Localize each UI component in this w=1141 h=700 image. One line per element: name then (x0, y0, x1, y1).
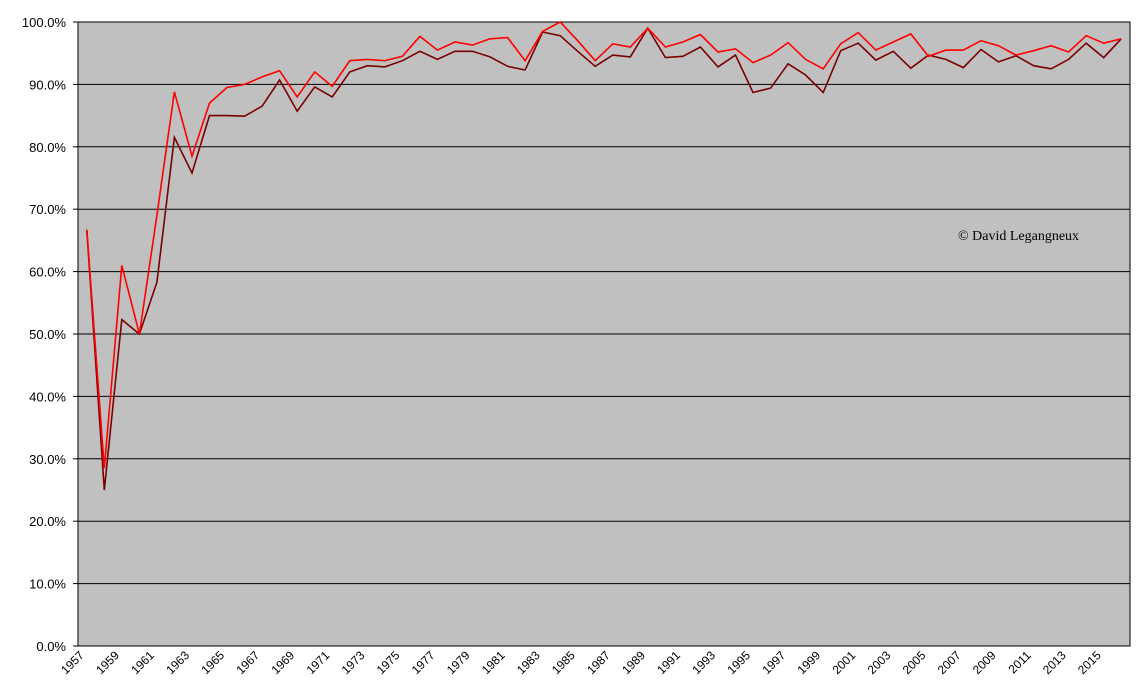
x-tick-label: 2003 (865, 648, 894, 677)
x-tick-label: 1971 (304, 648, 333, 677)
x-tick-label: 1991 (654, 648, 683, 677)
y-tick-label: 20.0% (29, 514, 66, 529)
y-tick-label: 50.0% (29, 327, 66, 342)
data-line (86, 21, 1122, 469)
y-tick-label: 0.0% (36, 639, 66, 654)
x-tick-label: 2009 (970, 648, 999, 677)
y-tick-label: 60.0% (29, 265, 66, 280)
x-tick-label: 1977 (409, 648, 438, 677)
x-tick-label: 1995 (724, 648, 753, 677)
y-tick-label: 10.0% (29, 577, 66, 592)
y-tick-label: 30.0% (29, 452, 66, 467)
y-tick-label: 40.0% (29, 389, 66, 404)
x-tick-label: 1965 (198, 648, 227, 677)
x-tick-label: 1989 (619, 648, 648, 677)
x-tick-label: 1967 (233, 648, 262, 677)
y-tick-label: 90.0% (29, 77, 66, 92)
x-tick-label: 1963 (163, 648, 192, 677)
annotation: © David Legangneux (958, 229, 1079, 244)
y-tick-label: 80.0% (29, 140, 66, 155)
x-tick-label: 1981 (479, 648, 508, 677)
y-tick-label: 70.0% (29, 202, 66, 217)
x-tick-label: 2013 (1040, 648, 1069, 677)
data-line (86, 26, 1122, 491)
x-tick-label: 2015 (1075, 648, 1104, 677)
x-tick-label: 1961 (128, 648, 157, 677)
x-tick-label: 2007 (935, 648, 964, 677)
x-tick-label: 1999 (795, 648, 824, 677)
x-tick-label: 1997 (759, 648, 788, 677)
x-tick-label: 2001 (830, 648, 859, 677)
x-tick-label: 1985 (549, 648, 578, 677)
x-tick-label: 2005 (900, 648, 929, 677)
x-tick-label: 1993 (689, 648, 718, 677)
y-tick-label: 100.0% (22, 15, 67, 30)
x-tick-label: 1987 (584, 648, 613, 677)
x-tick-label: 1969 (269, 648, 298, 677)
x-tick-label: 1983 (514, 648, 543, 677)
x-tick-label: 1979 (444, 648, 473, 677)
x-tick-label: 1973 (339, 648, 368, 677)
x-tick-label: 2011 (1006, 648, 1034, 676)
x-tick-label: 1975 (374, 648, 403, 677)
x-tick-label: 1959 (93, 648, 122, 677)
